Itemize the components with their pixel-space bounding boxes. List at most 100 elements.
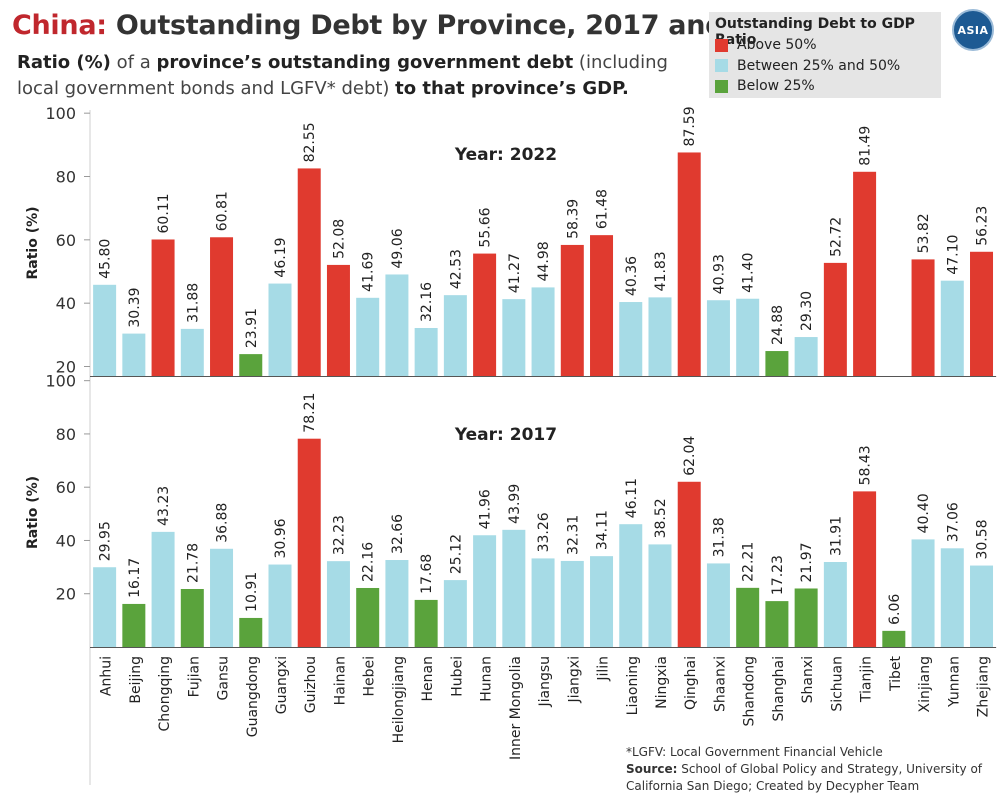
legend-item-above: Above 50%: [709, 35, 941, 56]
data-label: 78.21: [302, 393, 318, 433]
footnote-source: Source: School of Global Policy and Stra…: [626, 761, 982, 778]
y-tick-label: 100: [45, 104, 76, 123]
subtitle: Ratio (%) of a province’s outstanding go…: [17, 50, 677, 102]
bar: [648, 544, 672, 647]
bar: [239, 354, 263, 376]
x-tick-label: Tianjin: [859, 656, 875, 703]
data-label: 16.17: [127, 558, 143, 598]
data-label: 41.69: [361, 252, 377, 292]
legend-label-between: Between 25% and 50%: [737, 57, 901, 74]
data-label: 46.11: [624, 478, 640, 518]
x-tick-label: Zhejiang: [976, 656, 992, 717]
data-label: 49.06: [390, 228, 406, 268]
x-tick-label: Henan: [420, 656, 436, 701]
bar: [443, 295, 467, 376]
y-tick-label: 40: [56, 531, 76, 550]
bar: [239, 617, 263, 647]
data-label: 24.88: [770, 305, 786, 345]
bar: [560, 244, 584, 376]
bar: [648, 297, 672, 376]
x-tick-label: Jiangxi: [566, 656, 582, 704]
data-label: 36.88: [215, 503, 231, 543]
bar: [502, 529, 526, 647]
source-label: Source:: [626, 762, 678, 776]
bar: [210, 237, 234, 376]
data-label: 21.78: [185, 543, 201, 583]
data-label: 41.83: [653, 251, 669, 291]
panel-title: Year: 2022: [454, 145, 557, 165]
bar: [706, 563, 730, 647]
data-label: 32.31: [565, 515, 581, 555]
data-label: 82.55: [302, 122, 318, 162]
bar: [970, 565, 994, 647]
data-label: 52.72: [828, 217, 844, 257]
subtitle-part-3: province’s outstanding government debt: [156, 52, 574, 73]
data-label: 56.23: [975, 206, 991, 246]
bar: [619, 524, 643, 647]
x-tick-label: Heilongjiang: [391, 656, 407, 743]
bar: [414, 599, 438, 647]
bar: [619, 302, 643, 376]
bar: [385, 274, 409, 376]
y-tick-label: 40: [56, 294, 76, 313]
data-label: 44.98: [536, 241, 552, 281]
bar: [93, 567, 117, 647]
subtitle-part-4: (including local government bonds and LG…: [17, 52, 668, 99]
data-label: 43.99: [507, 484, 523, 524]
asia-logo: ASIA: [952, 9, 994, 51]
x-tick-label: Inner Mongolia: [508, 656, 524, 760]
x-tick-label: Fujian: [186, 656, 202, 697]
data-label: 60.81: [215, 191, 231, 231]
data-label: 32.23: [331, 515, 347, 555]
bar: [560, 560, 584, 647]
bar: [531, 287, 555, 376]
y-tick-label: 20: [56, 358, 76, 377]
source-text-2: California San Diego; Created by Decyphe…: [626, 779, 920, 793]
y-axis-title: Ratio (%): [25, 206, 41, 279]
data-label: 21.97: [799, 542, 815, 582]
bar: [823, 562, 847, 647]
data-label: 17.68: [419, 554, 435, 594]
bar: [180, 588, 204, 647]
bar: [882, 630, 906, 647]
x-tick-label: Hubei: [449, 656, 465, 697]
data-label: 30.96: [273, 518, 289, 558]
bar: [590, 556, 614, 647]
x-tick-label: Jiangsu: [537, 656, 553, 708]
bar: [531, 558, 555, 647]
x-tick-label: Liaoning: [625, 656, 641, 715]
bar: [268, 283, 292, 376]
bar: [794, 588, 818, 647]
bar: [677, 152, 701, 376]
bar: [93, 284, 117, 376]
bar: [473, 535, 497, 647]
legend-swatch-green: [715, 79, 728, 93]
y-tick-label: 60: [56, 231, 76, 250]
y-tick-label: 20: [56, 585, 76, 604]
bar: [940, 280, 964, 376]
data-label: 58.39: [565, 199, 581, 239]
legend-label-above: Above 50%: [737, 37, 817, 54]
x-tick-label: Guizhou: [303, 656, 319, 713]
data-label: 58.43: [858, 445, 874, 485]
y-tick-label: 80: [56, 425, 76, 444]
bar: [443, 580, 467, 647]
x-tick-label: Beijing: [128, 656, 144, 704]
x-tick-label: Hebei: [362, 656, 378, 697]
data-label: 41.96: [478, 489, 494, 529]
data-label: 31.88: [185, 283, 201, 323]
x-tick-label: Hunan: [479, 656, 495, 702]
bar: [151, 239, 175, 376]
data-label: 32.16: [419, 282, 435, 322]
legend-item-between: Between 25% and 50%: [709, 56, 941, 77]
bar: [326, 264, 350, 376]
legend-label-below: Below 25%: [737, 78, 815, 95]
bar: [180, 328, 204, 376]
bar: [911, 539, 935, 647]
logo-text: ASIA: [957, 23, 989, 37]
data-label: 61.48: [595, 189, 611, 229]
data-label: 52.08: [331, 219, 347, 259]
x-tick-label: Qinghai: [683, 656, 699, 710]
data-label: 42.53: [448, 249, 464, 289]
